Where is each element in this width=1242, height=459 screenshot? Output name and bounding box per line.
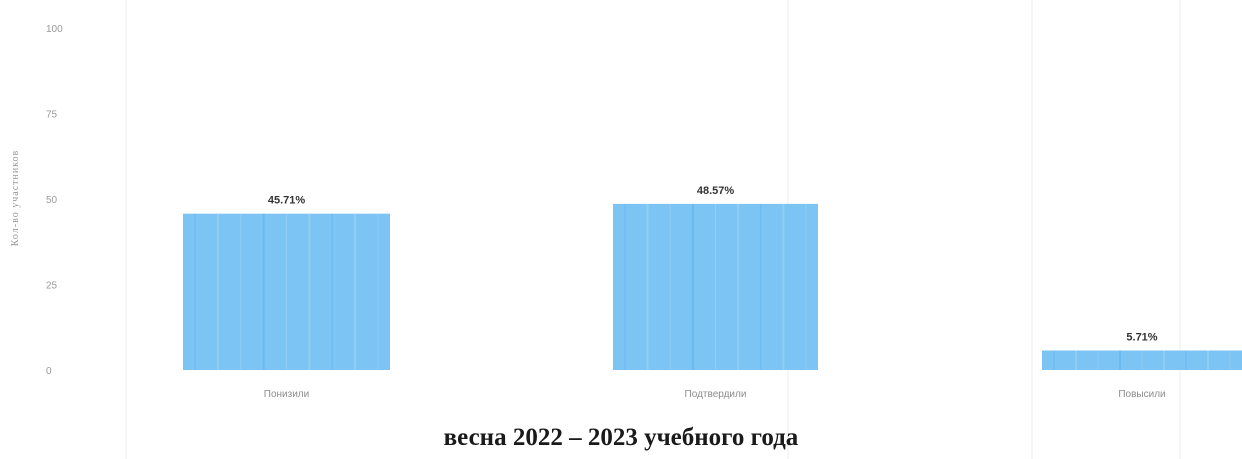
- gridlines: [125, 0, 1181, 459]
- y-tick-label: 75: [46, 110, 58, 121]
- y-tick-label: 0: [46, 366, 52, 377]
- y-axis: 0 25 50 75 100: [46, 24, 63, 377]
- y-tick-label: 50: [46, 195, 58, 206]
- y-tick-label: 100: [46, 24, 63, 35]
- bar-group: 48.57% Подтвердили: [613, 185, 818, 400]
- data-label: 45.71%: [268, 195, 306, 207]
- data-label: 48.57%: [697, 185, 735, 197]
- category-label: Понизили: [264, 389, 309, 400]
- bar-group: 5.71% Повысили: [1042, 331, 1242, 400]
- bar-group: 45.71% Понизили: [183, 195, 390, 400]
- data-label: 5.71%: [1126, 331, 1157, 343]
- category-label: Подтвердили: [685, 389, 747, 400]
- chart-caption: весна 2022 – 2023 учебного года: [443, 424, 799, 451]
- category-label: Повысили: [1118, 389, 1165, 400]
- y-axis-title: Кол-во участников: [10, 150, 21, 247]
- bars: 45.71% Понизили 48.57% Подтвердили 5.71% Повы…: [183, 185, 1242, 400]
- y-tick-label: 25: [46, 281, 58, 292]
